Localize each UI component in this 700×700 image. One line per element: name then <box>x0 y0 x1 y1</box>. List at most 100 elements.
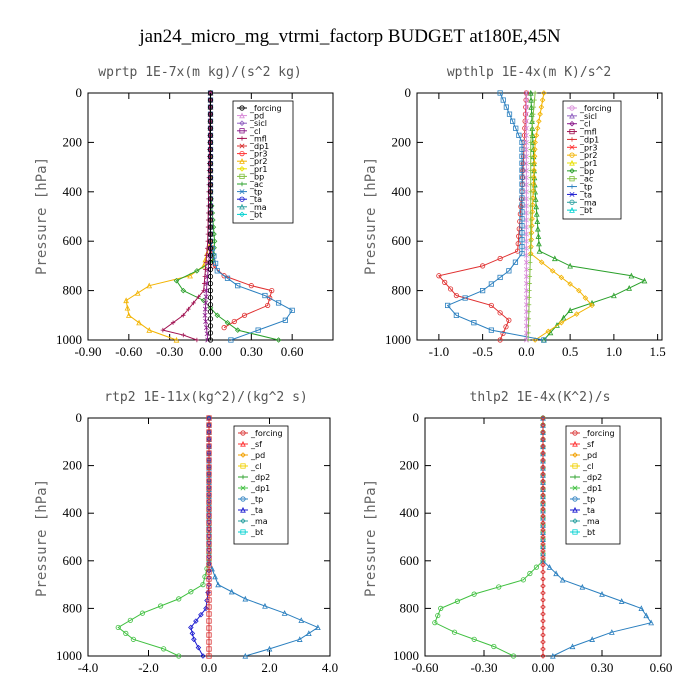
series-point <box>569 137 575 142</box>
series-point <box>207 287 214 294</box>
y-tick-label: 600 <box>63 233 83 248</box>
legend-label: _forcing <box>579 104 612 113</box>
series-point <box>206 555 212 561</box>
legend-label: _mfl <box>249 134 267 143</box>
series-point <box>540 597 546 603</box>
series-point <box>206 541 212 547</box>
x-tick-label: 0.60 <box>281 344 304 359</box>
x-tick-label: 1.5 <box>650 344 666 359</box>
series-point <box>239 173 245 179</box>
series-point <box>538 259 545 265</box>
series-point <box>203 260 209 265</box>
series-point <box>546 564 553 570</box>
series-point <box>540 632 546 638</box>
series-point <box>540 618 546 624</box>
series-point <box>523 189 529 195</box>
x-tick-label: 4.0 <box>322 660 338 675</box>
series-point <box>518 196 525 202</box>
series-point <box>187 272 193 279</box>
series-point <box>540 590 546 596</box>
series-line <box>117 418 210 657</box>
series-point <box>239 211 245 218</box>
series-point <box>239 196 245 202</box>
series-point <box>207 245 214 251</box>
series-point <box>207 224 214 230</box>
series-point <box>523 132 529 138</box>
series-point <box>510 653 517 659</box>
series-point <box>207 160 214 167</box>
series-point <box>523 252 529 258</box>
series-point <box>206 485 212 491</box>
panel-rtp2: rtp2 1E-11x(kg^2)/(kg^2 s) Pressure [hPa… <box>34 390 338 675</box>
series-point <box>529 133 534 138</box>
x-tick-label: 0.00 <box>199 344 222 359</box>
series-point <box>540 604 546 610</box>
legend-label: _tp <box>579 183 592 192</box>
y-tick-label: 0 <box>76 410 83 425</box>
series-point <box>239 203 245 210</box>
series-point <box>173 277 180 284</box>
legend-label: _pr1 <box>249 165 267 174</box>
series-point <box>527 89 534 96</box>
series-point <box>519 160 525 166</box>
series-point <box>569 191 575 197</box>
series-point <box>641 277 648 284</box>
series-point <box>205 239 210 244</box>
series-point <box>266 645 273 652</box>
series-point <box>207 217 214 223</box>
series-point <box>203 300 209 306</box>
series-point <box>262 292 268 299</box>
legend-label: _ta <box>579 190 592 199</box>
series-point <box>528 229 535 236</box>
series-point <box>540 576 546 582</box>
series-point <box>569 152 575 158</box>
series-point <box>569 159 575 166</box>
series-point <box>540 478 546 484</box>
legend-label: _dp2 <box>582 473 602 482</box>
series-point <box>242 652 249 659</box>
legend-label: _tp <box>249 188 262 197</box>
series-point <box>123 297 129 304</box>
series-point <box>540 415 546 421</box>
series-point <box>540 562 546 568</box>
series-point <box>569 128 575 135</box>
y-tick-label: 400 <box>63 184 83 199</box>
series-point <box>206 639 212 645</box>
series-point <box>528 96 534 103</box>
series-point <box>528 168 533 173</box>
legend-box <box>233 425 289 545</box>
series-point <box>240 485 246 491</box>
series-point <box>523 302 529 308</box>
x-tick-label: 0.30 <box>591 660 614 675</box>
series-point <box>522 125 528 131</box>
series-point <box>206 611 212 617</box>
series-point <box>240 452 246 458</box>
series-point <box>540 548 546 554</box>
series-point <box>569 168 575 174</box>
series-point <box>582 295 589 301</box>
series-point <box>527 267 533 272</box>
series-point <box>298 617 305 623</box>
legend-label: _sicl <box>579 112 597 121</box>
series-point <box>206 443 212 449</box>
series-point <box>522 111 529 117</box>
series-point <box>206 604 212 610</box>
series-point <box>207 90 214 96</box>
series-point <box>282 317 288 323</box>
series-point <box>540 646 546 652</box>
series-point <box>239 143 245 149</box>
legend-label: _pd <box>249 112 264 121</box>
series-point <box>638 605 645 611</box>
series-point <box>540 457 546 463</box>
series-point <box>540 464 546 470</box>
series-point <box>519 202 525 208</box>
series-point <box>589 302 595 309</box>
legend-label: _bt <box>582 528 595 537</box>
series-point <box>523 281 529 287</box>
series-point <box>519 195 525 201</box>
series-point <box>516 233 522 239</box>
series-point <box>453 312 459 318</box>
legend-label: _pd <box>250 451 265 460</box>
legend-label: _dp1 <box>250 484 270 493</box>
series-point <box>207 125 214 131</box>
